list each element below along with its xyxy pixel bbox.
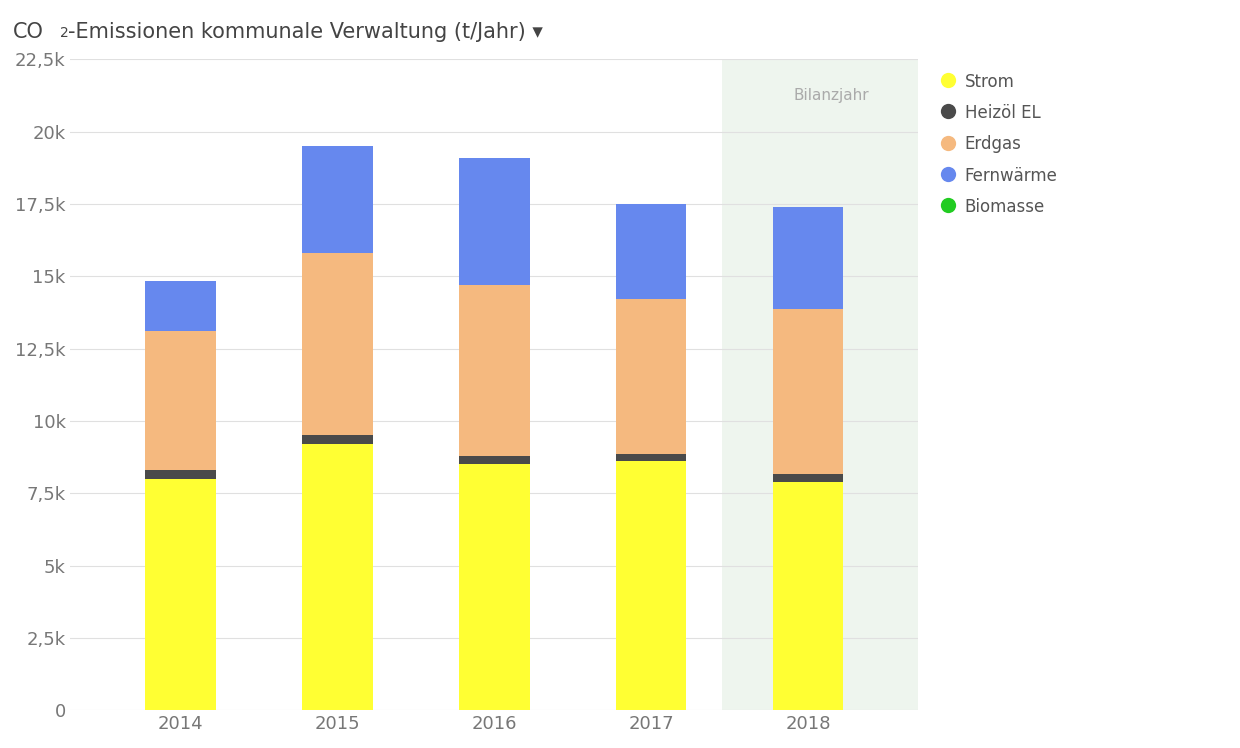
Bar (773, 207, 843, 309)
Bar (303, 253, 372, 435)
Bar (303, 146, 372, 253)
Bar (145, 479, 216, 710)
Bar (722, 59, 918, 710)
Text: 2: 2 (60, 26, 68, 40)
Legend: Strom, Heizöl EL, Erdgas, Fernwärme, Biomasse: Strom, Heizöl EL, Erdgas, Fernwärme, Bio… (935, 68, 1063, 221)
Bar (616, 204, 687, 299)
Bar (459, 465, 529, 710)
Text: Bilanzjahr: Bilanzjahr (794, 88, 869, 103)
Bar (459, 285, 529, 456)
Bar (303, 444, 372, 710)
Bar (773, 309, 843, 473)
Text: CO: CO (12, 22, 43, 43)
Bar (616, 454, 687, 462)
Bar (616, 299, 687, 454)
Bar (303, 435, 372, 444)
Bar (773, 482, 843, 710)
Bar (145, 280, 216, 331)
Bar (773, 473, 843, 482)
Bar (459, 158, 529, 285)
Bar (145, 331, 216, 470)
Bar (459, 456, 529, 465)
Bar (145, 470, 216, 479)
Text: -Emissionen kommunale Verwaltung (t/Jahr) ▾: -Emissionen kommunale Verwaltung (t/Jahr… (68, 22, 543, 43)
Bar (616, 462, 687, 710)
